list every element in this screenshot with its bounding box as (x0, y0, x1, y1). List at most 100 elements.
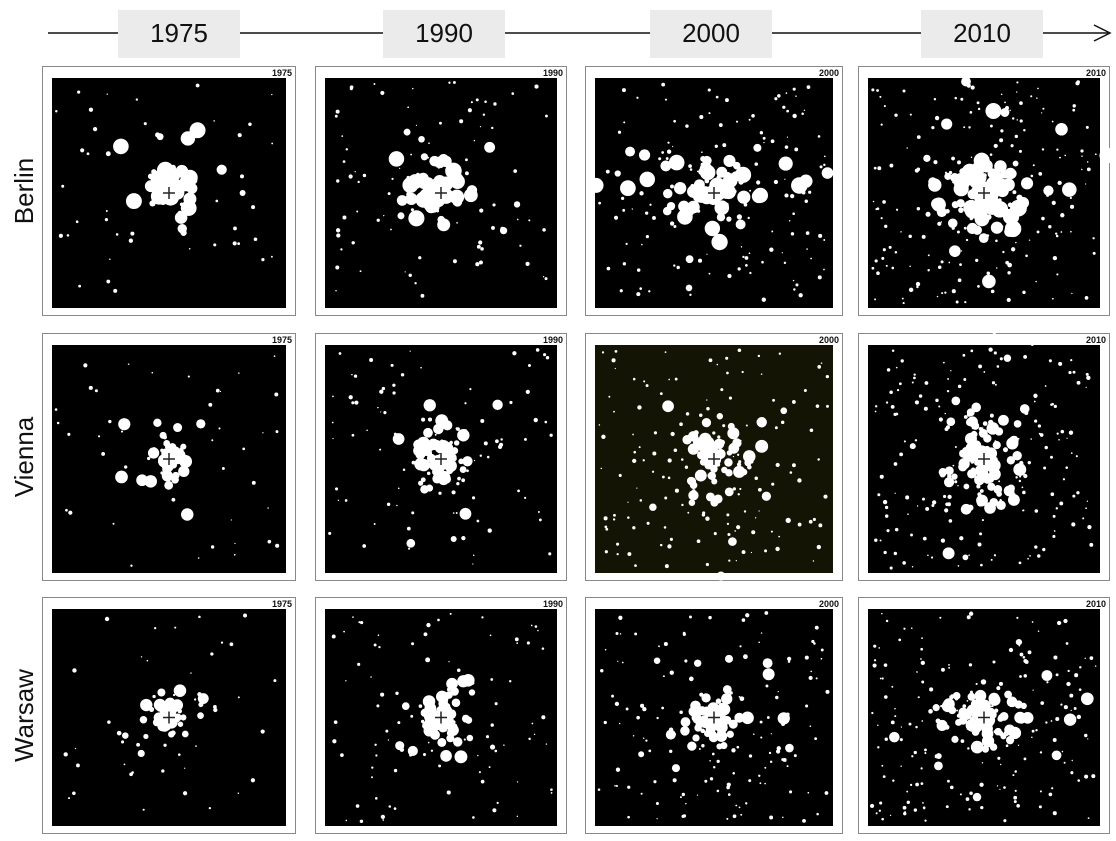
urban-speck (949, 519, 953, 523)
urban-blob (753, 188, 768, 203)
urban-speck (211, 545, 214, 548)
urban-speck (456, 512, 458, 514)
urban-speck (722, 143, 726, 147)
urban-speck (1064, 762, 1066, 764)
urban-speck (394, 433, 397, 436)
urban-speck (195, 745, 197, 747)
urban-speck (234, 543, 235, 544)
urban-speck (233, 227, 237, 231)
urban-blob (943, 547, 955, 559)
urban-speck (915, 400, 919, 404)
urban-speck (254, 237, 258, 241)
urban-speck (732, 772, 735, 775)
urban-speck (388, 192, 391, 195)
urban-speck (980, 698, 983, 701)
urban-speck (1040, 751, 1042, 753)
timeline-year: 1975 (150, 18, 208, 48)
urban-speck (881, 124, 883, 126)
urban-speck (998, 480, 1000, 482)
urban-blob (183, 192, 196, 205)
urban-blob (1019, 209, 1022, 212)
urban-speck (969, 792, 973, 796)
urban-blob (953, 692, 961, 700)
urban-speck (656, 818, 657, 819)
urban-speck (948, 667, 950, 669)
urban-speck (790, 194, 794, 198)
urban-speck (974, 719, 978, 723)
urban-speck (740, 440, 741, 441)
urban-blob (694, 716, 703, 725)
urban-speck (129, 772, 133, 776)
urban-speck (388, 739, 389, 740)
urban-speck (484, 441, 488, 445)
urban-blob (438, 440, 450, 452)
urban-speck (1003, 819, 1006, 822)
urban-speck (665, 99, 667, 101)
urban-speck (1072, 190, 1074, 192)
urban-speck (615, 368, 616, 369)
urban-speck (1040, 433, 1044, 437)
urban-speck (689, 294, 691, 296)
urban-speck (971, 156, 973, 158)
urban-speck (681, 458, 684, 461)
urban-speck (903, 628, 905, 630)
urban-speck (998, 198, 1002, 202)
urban-speck (775, 426, 778, 429)
urban-speck (537, 630, 539, 632)
urban-speck (497, 802, 499, 804)
urban-speck (494, 750, 497, 753)
urban-speck (891, 405, 895, 409)
urban-blob (638, 751, 644, 757)
urban-speck (739, 807, 741, 809)
urban-speck (1007, 271, 1010, 274)
urban-speck (1050, 456, 1053, 459)
urban-speck (1056, 149, 1058, 151)
urban-speck (712, 753, 715, 756)
urban-speck (431, 750, 433, 752)
urban-speck (669, 750, 672, 753)
urban-blob (402, 702, 410, 710)
urban-speck (1022, 291, 1025, 294)
urban-speck (915, 169, 919, 173)
urban-speck (412, 88, 413, 89)
urban-speck (883, 775, 886, 778)
urban-blob (970, 696, 973, 699)
urban-speck (415, 216, 419, 220)
urban-blob (982, 735, 994, 747)
urban-speck (619, 474, 622, 477)
urban-speck (380, 693, 384, 697)
urban-speck (1069, 430, 1073, 434)
urban-speck (943, 362, 945, 364)
urban-speck (615, 350, 618, 353)
urban-speck (934, 98, 936, 100)
urban-speck (646, 180, 650, 184)
urban-speck (210, 652, 213, 655)
urban-speck (742, 618, 746, 622)
urban-speck (248, 122, 252, 126)
urban-speck (789, 790, 792, 793)
urban-speck (826, 405, 829, 408)
urban-speck (463, 715, 465, 717)
urban-speck (899, 382, 902, 385)
urban-speck (477, 245, 481, 249)
urban-speck (1037, 88, 1039, 90)
urban-speck (964, 485, 967, 488)
urban-speck (733, 456, 734, 457)
urban-speck (1079, 688, 1082, 691)
urban-speck (358, 621, 360, 623)
urban-speck (209, 807, 211, 809)
urban-speck (57, 422, 60, 425)
urban-speck (1046, 681, 1048, 683)
urban-speck (106, 280, 110, 284)
urban-speck (261, 729, 265, 733)
urban-speck (144, 122, 147, 125)
urban-speck (977, 707, 980, 710)
urban-speck (875, 259, 878, 262)
urban-speck (632, 434, 634, 436)
urban-blob (122, 732, 128, 738)
urban-blob (724, 458, 732, 466)
urban-speck (343, 160, 346, 163)
urban-speck (362, 544, 366, 548)
urban-speck (782, 106, 785, 109)
urban-speck (777, 94, 780, 97)
